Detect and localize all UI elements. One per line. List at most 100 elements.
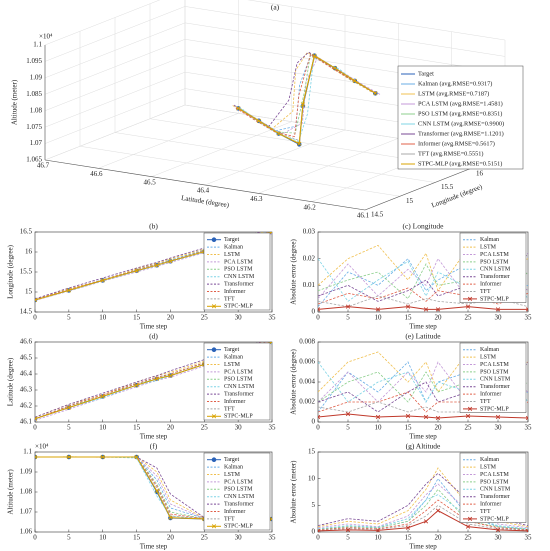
x-tick-label: 15 (133, 424, 141, 432)
point (168, 259, 173, 264)
legend-marker (211, 304, 217, 309)
x-tick-label: 5 (346, 314, 350, 322)
point (405, 525, 411, 530)
y-axis-label: Longitude (degree) (430, 183, 484, 210)
point (467, 296, 473, 302)
legend-label: TFT (480, 509, 491, 515)
point (525, 528, 528, 532)
legend-label: Informer (avg.RMSE=0.5617) (418, 140, 495, 147)
point (154, 263, 160, 268)
point (345, 527, 351, 532)
x-tick-label: 25 (465, 534, 473, 542)
point (236, 106, 241, 111)
legend-label: PCA LSTM (avg.RMSE=1.4581) (418, 100, 503, 107)
x-tick-label: 10 (375, 424, 383, 432)
point (211, 457, 217, 463)
x-tick-label: 0 (33, 534, 37, 542)
legend-label: Transformer (480, 273, 510, 280)
y-tick-label: 0.006 (299, 358, 315, 366)
y-tick-label: 0 (312, 528, 316, 536)
x-tick-label: 5 (346, 534, 350, 542)
x-tick-label: 5 (67, 314, 71, 322)
y-axis-label: Longitude (degree) (7, 244, 15, 299)
legend-label: PCA LSTM (224, 479, 254, 485)
x-axis-label: Time step (409, 433, 437, 441)
y-tick-label: 15.5 (20, 268, 33, 276)
point (423, 307, 429, 312)
x-axis-label: Time step (409, 323, 437, 331)
point (465, 304, 471, 309)
legend-label: CNN LSTM (480, 377, 511, 383)
x-tick-label: 5 (346, 424, 350, 432)
legend-label: Transformer (224, 500, 254, 507)
z-axis-label: Altitude (meter) (11, 79, 19, 125)
legend-label: STPC-MLP (480, 516, 509, 522)
z-tick-label: 1.08 (30, 106, 43, 114)
point (134, 383, 139, 388)
point (168, 373, 173, 378)
grid-line (44, 6, 186, 62)
grid-line (44, 55, 186, 111)
x-tick-label: 5 (67, 534, 71, 542)
y-tick-label: 46.3 (20, 386, 33, 394)
y-tick-label: 15 (406, 197, 414, 205)
point (435, 307, 441, 312)
point (465, 524, 471, 529)
point (312, 53, 317, 58)
x-tick-label: 25 (201, 314, 209, 322)
x-tick-label: 46.7 (37, 162, 50, 170)
legend-label: Target (224, 347, 239, 353)
point (345, 411, 351, 417)
point (211, 414, 217, 419)
legend-label: PCA LSTM (224, 259, 254, 265)
legend-label: TFT (224, 516, 235, 522)
y-tick-label: 14.5 (20, 308, 33, 316)
x-tick-label: 20 (167, 534, 175, 542)
legend-label: Transformer (224, 390, 254, 397)
axis-multiplier: ×10⁴ (39, 33, 53, 41)
trajectory (233, 51, 373, 127)
x-tick-label: 30 (235, 534, 243, 542)
legend-label: TFT (avg.RMSE=0.5551) (418, 150, 484, 157)
point (375, 528, 381, 532)
grid-line (44, 88, 186, 144)
legend-label: CNN LSTM (224, 384, 255, 390)
trajectory (234, 53, 377, 138)
y-tick-label: 46.5 (20, 354, 33, 362)
x-tick-label: 30 (235, 424, 243, 432)
grid-line (44, 71, 186, 128)
grid-line (184, 22, 506, 74)
legend-label: PSO LSTM (480, 259, 509, 265)
legend-label: LSTM (224, 472, 241, 478)
x-tick-label: 10 (99, 314, 107, 322)
x-tick-label: 0 (316, 314, 320, 322)
legend-label: Target (418, 70, 434, 77)
point (134, 454, 139, 460)
point (345, 304, 351, 309)
series-line (318, 499, 528, 531)
panel-title: (b) (149, 222, 158, 231)
legend-label: TFT (480, 289, 491, 295)
legend-label: PSO LSTM (avg.RMSE=0.8351) (418, 110, 502, 117)
legend-label: STPC-MLP (224, 524, 253, 530)
legend-marker (467, 296, 473, 302)
y-axis-label: Altitude (meter) (7, 469, 15, 515)
legend-label: Kalman (224, 464, 243, 470)
z-tick-label: 1.075 (26, 123, 42, 131)
y-tick-label: 46.1 (20, 418, 33, 426)
legend-label: Kalman (480, 457, 499, 463)
legend-label: Kalman (224, 354, 243, 360)
x-tick-label: 15 (133, 314, 141, 322)
x-tick-label: 15 (405, 534, 413, 542)
y-tick-label: 46.4 (20, 370, 33, 378)
legend-label: LSTM (480, 464, 497, 470)
trajectory (240, 56, 381, 135)
point (318, 528, 321, 532)
z-tick-label: 1.065 (26, 156, 42, 164)
legend-box (397, 65, 524, 170)
point (276, 131, 281, 136)
legend-label: Kalman (224, 244, 243, 250)
point (467, 516, 473, 522)
point (405, 413, 411, 419)
